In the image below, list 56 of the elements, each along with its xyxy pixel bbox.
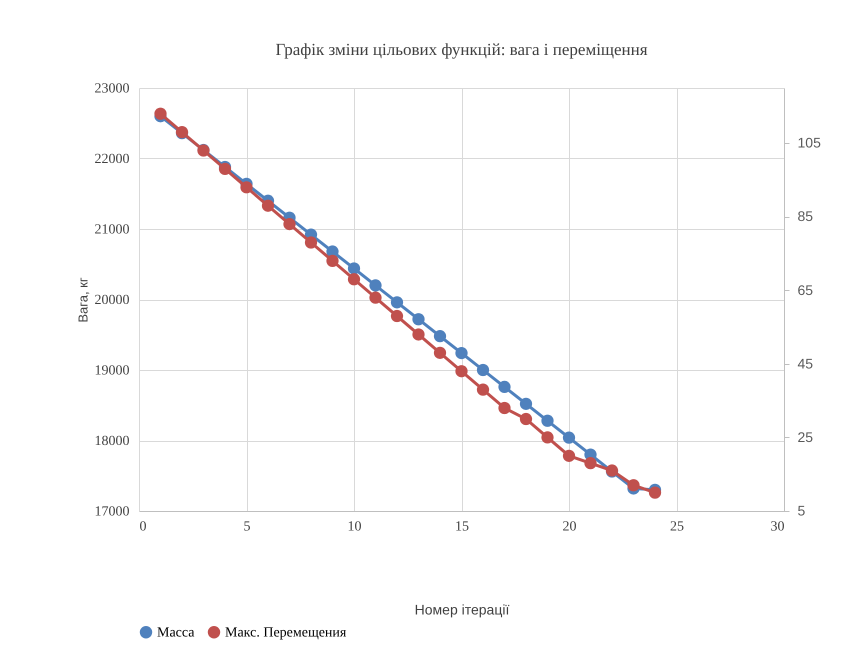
point [562,432,576,444]
point [627,479,640,492]
point [584,457,597,470]
legend-label: Масса [157,625,196,640]
point [326,254,339,267]
y-tick-label: 18000 [94,434,130,449]
point [262,200,274,212]
point [476,364,490,376]
x-tick-label: 25 [670,520,684,534]
point [412,313,425,326]
point [369,292,382,304]
point [240,181,253,194]
y-tick-label: 20000 [94,293,130,308]
point [304,236,318,249]
chart-title: Графік зміни цільових функцій: вага і переміщення [275,40,648,59]
legend-label: Макс. Перемещения [225,625,347,640]
x-tick-label: 20 [562,520,576,534]
point [434,346,446,359]
y-tick-label: 17000 [94,504,130,520]
point [541,431,554,444]
point [348,262,360,275]
point [562,450,576,462]
point [476,384,490,396]
y-tick-label: 19000 [94,364,130,378]
y2-tick-label: 85 [798,208,814,224]
point [498,402,511,414]
point [348,273,360,286]
point [369,279,382,292]
y2-tick-label: 25 [798,428,814,445]
y-tick-label: 21000 [94,222,130,238]
point [154,108,167,120]
y2-tick-label: 65 [798,282,814,298]
point [455,346,468,360]
y-tick-label: 22000 [94,152,130,167]
x-axis-title: Номер ітерації [414,602,510,618]
point [648,486,662,499]
point [520,398,532,410]
x-tick-label: 0 [140,520,146,534]
y2-tick-label: 105 [798,134,822,151]
y-axis-title: Вага, кг [76,277,90,323]
x-tick-label: 15 [455,520,469,534]
y2-tick-label: 45 [798,355,814,372]
y-tick-label: 23000 [94,82,130,96]
point [390,296,404,308]
point [498,380,511,394]
point [283,218,296,230]
point [541,414,554,427]
point [434,330,446,342]
point [412,328,425,341]
x-tick-label: 10 [348,520,362,534]
point [520,412,532,426]
point [455,365,468,378]
x-tick-label: 30 [770,520,784,534]
y2-tick-label: 5 [798,502,806,518]
point [390,310,404,322]
x-tick-label: 5 [244,520,250,534]
